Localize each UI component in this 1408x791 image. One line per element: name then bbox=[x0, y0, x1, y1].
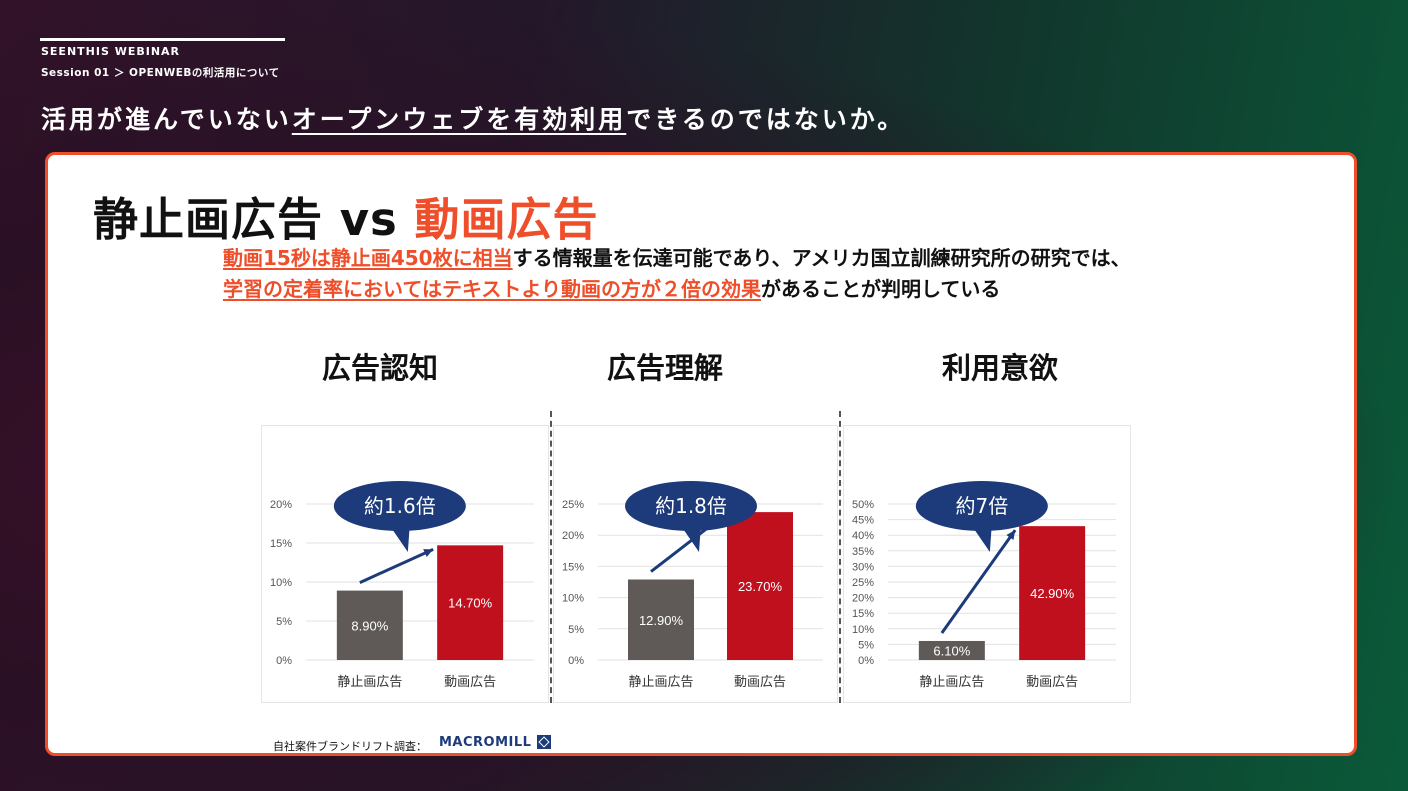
x-category-label: 動画広告 bbox=[444, 675, 496, 690]
bar-chart-svg: 0% 5% 10% 15% 20% 8.90% 静止画広告 14.70% 動画広告 約1.6倍 bbox=[270, 481, 534, 690]
divider-2 bbox=[839, 411, 841, 703]
y-tick-label: 10% bbox=[852, 624, 874, 636]
headline-post: できるのではないか。 bbox=[626, 105, 906, 134]
chart-title-understanding: 広告理解 bbox=[606, 351, 723, 385]
lead-text: 動画15秒は静止画450枚に相当する情報量を伝達可能であり、アメリカ国立訓練研究… bbox=[223, 243, 1131, 305]
x-category-label: 動画広告 bbox=[734, 675, 786, 690]
bar-video bbox=[1019, 526, 1086, 660]
header-rule bbox=[40, 38, 285, 41]
y-tick-label: 0% bbox=[276, 655, 292, 667]
multiplier-label: 約1.6倍 bbox=[364, 494, 436, 518]
y-tick-label: 5% bbox=[276, 616, 292, 628]
bar-value-label: 42.90% bbox=[1030, 586, 1075, 601]
bar-value-label: 14.70% bbox=[448, 596, 493, 611]
y-tick-label: 25% bbox=[852, 577, 874, 589]
title-vs: vs bbox=[339, 193, 398, 246]
bar-video bbox=[727, 512, 793, 660]
card-title: 静止画広告 vs 動画広告 bbox=[93, 183, 599, 248]
bar-value-label: 12.90% bbox=[639, 613, 684, 628]
bar-value-label: 6.10% bbox=[933, 643, 970, 658]
multiplier-label: 約1.8倍 bbox=[655, 494, 727, 518]
y-tick-label: 20% bbox=[852, 593, 874, 605]
headline-emphasis: オープンウェブを有効利用 bbox=[291, 105, 627, 134]
multiplier-bubble bbox=[915, 481, 1048, 531]
trend-arrow-head bbox=[1006, 530, 1016, 541]
macromill-logo-icon bbox=[537, 735, 551, 749]
multiplier-label: 約7倍 bbox=[955, 494, 1008, 518]
y-tick-label: 45% bbox=[852, 515, 874, 527]
breadcrumb: Session 01 ＞ OPENWEBの利活用について bbox=[41, 67, 280, 79]
y-tick-label: 40% bbox=[852, 530, 874, 542]
y-tick-label: 15% bbox=[852, 608, 874, 620]
y-tick-label: 35% bbox=[852, 546, 874, 558]
multiplier-bubble bbox=[625, 481, 757, 531]
y-tick-label: 0% bbox=[568, 655, 584, 667]
bar-value-label: 8.90% bbox=[351, 618, 388, 633]
y-tick-label: 10% bbox=[562, 593, 584, 605]
chart-title-awareness: 広告認知 bbox=[321, 351, 438, 385]
trend-arrow-line bbox=[940, 529, 1017, 634]
bar-value-label: 23.70% bbox=[738, 579, 783, 594]
multiplier-bubble bbox=[333, 481, 466, 531]
brand-label: SEENTHIS WEBINAR bbox=[41, 45, 181, 58]
trend-arrow-line bbox=[359, 547, 434, 584]
bar-chart-svg: 0% 5% 10% 15% 20% 25% 30% 35% 40% 45% 50% 6.10% 静止画広… bbox=[852, 481, 1116, 690]
title-video: 動画広告 bbox=[414, 193, 599, 246]
y-tick-label: 25% bbox=[562, 499, 584, 511]
y-tick-label: 0% bbox=[858, 655, 874, 667]
y-tick-label: 50% bbox=[852, 499, 874, 511]
bar-static bbox=[336, 590, 403, 660]
y-tick-label: 20% bbox=[562, 530, 584, 542]
bar-static bbox=[628, 579, 694, 660]
x-category-label: 静止画広告 bbox=[919, 675, 984, 690]
chart-panel-awareness: 0% 5% 10% 15% 20% 8.90% 静止画広告 14.70% 動画広告 約1.6倍 bbox=[261, 425, 549, 703]
page-headline: 活用が進んでいないオープンウェブを有効利用できるのではないか。 bbox=[41, 100, 905, 136]
macromill-logo: MACROMILL bbox=[439, 735, 532, 750]
y-tick-label: 10% bbox=[270, 577, 292, 589]
divider-1 bbox=[550, 411, 552, 703]
y-tick-label: 30% bbox=[852, 561, 874, 573]
x-category-label: 静止画広告 bbox=[337, 675, 402, 690]
trend-arrow-head bbox=[423, 549, 434, 558]
bar-static bbox=[918, 640, 985, 660]
bar-chart-svg: 0% 5% 10% 15% 20% 25% 12.90% 静止画広告 23.70% 動画広告 約1.… bbox=[562, 481, 823, 690]
lead-1-rest: する情報量を伝達可能であり、アメリカ国立訓練研究所の研究では、 bbox=[512, 246, 1131, 270]
lead-2-accent: 学習の定着率においてはテキストより動画の方が２倍の効果 bbox=[223, 277, 761, 301]
x-category-label: 静止画広告 bbox=[628, 675, 693, 690]
chart-panel-intent: 0% 5% 10% 15% 20% 25% 30% 35% 40% 45% 50% 6.10% 静止画広… bbox=[843, 425, 1131, 703]
lead-line-1: 動画15秒は静止画450枚に相当する情報量を伝達可能であり、アメリカ国立訓練研究… bbox=[223, 243, 1131, 274]
source-note: 自社案件ブランドリフト調査： bbox=[273, 740, 427, 753]
lead-1-accent: 動画15秒は静止画450枚に相当 bbox=[223, 246, 513, 270]
lead-2-rest: があることが判明している bbox=[761, 277, 1001, 301]
y-tick-label: 15% bbox=[562, 561, 584, 573]
y-tick-label: 5% bbox=[568, 624, 584, 636]
content-card: 静止画広告 vs 動画広告 動画15秒は静止画450枚に相当する情報量を伝達可能… bbox=[45, 152, 1357, 756]
chart-panel-understanding: 0% 5% 10% 15% 20% 25% 12.90% 静止画広告 23.70% 動画広告 約1.… bbox=[553, 425, 838, 703]
chart-title-intent: 利用意欲 bbox=[941, 351, 1058, 385]
title-static: 静止画広告 bbox=[93, 193, 324, 246]
y-tick-label: 20% bbox=[270, 499, 292, 511]
bar-video bbox=[437, 545, 504, 660]
chart-area: 0% 5% 10% 15% 20% 8.90% 静止画広告 14.70% 動画広告 約1.6倍 0… bbox=[261, 411, 1133, 711]
y-tick-label: 15% bbox=[270, 538, 292, 550]
y-tick-label: 5% bbox=[858, 639, 874, 651]
headline-pre: 活用が進んでいない bbox=[41, 105, 292, 134]
x-category-label: 動画広告 bbox=[1026, 675, 1078, 690]
lead-line-2: 学習の定着率においてはテキストより動画の方が２倍の効果があることが判明している bbox=[223, 274, 1131, 305]
